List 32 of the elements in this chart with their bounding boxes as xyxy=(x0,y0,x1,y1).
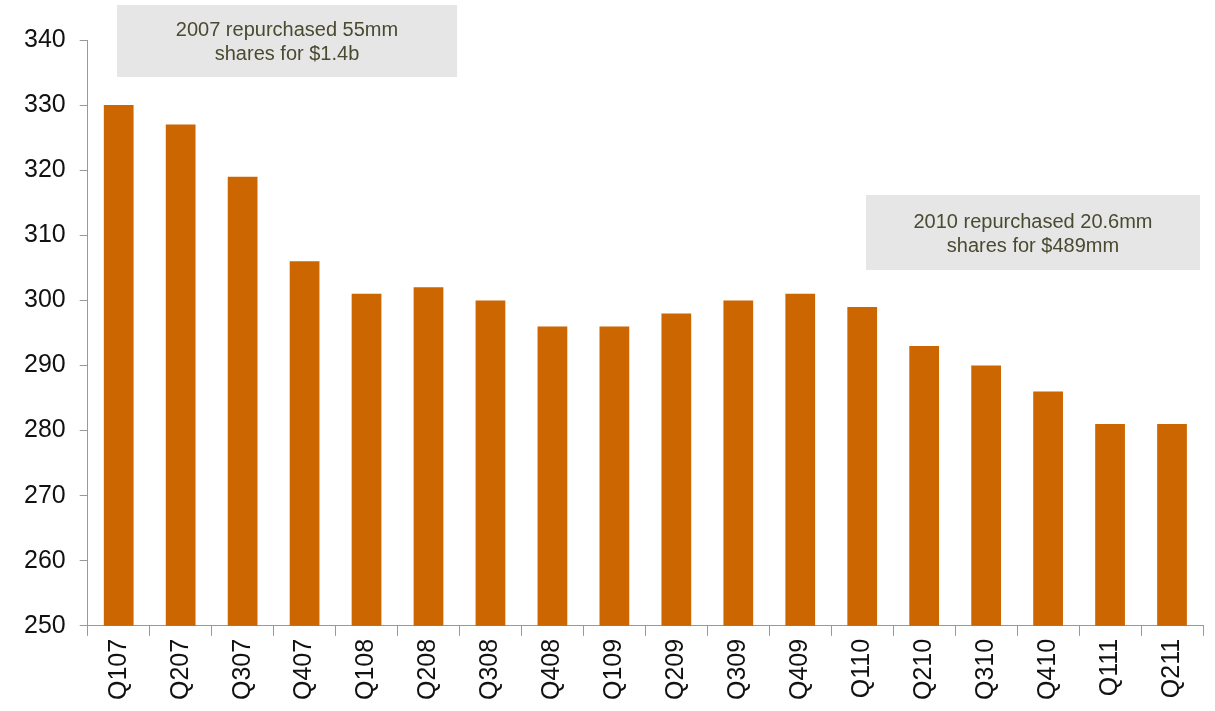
annotation: 2007 repurchased 55mm shares for $1.4b xyxy=(174,17,400,65)
x-tick-label: Q207 xyxy=(164,638,193,701)
x-tick-label: Q308 xyxy=(474,638,503,701)
y-tick-label: 280 xyxy=(23,414,66,443)
x-tick-label: Q110 xyxy=(846,638,875,699)
y-tick-label: 270 xyxy=(23,479,66,508)
y-tick-label: 300 xyxy=(23,284,66,313)
y-tick-label: 260 xyxy=(23,544,66,573)
x-tick-label: Q310 xyxy=(970,638,999,701)
x-tick-label: Q410 xyxy=(1031,638,1060,701)
x-tick-label: Q211 xyxy=(1155,638,1184,699)
y-tick-label: 320 xyxy=(23,154,66,183)
x-tick-label: Q108 xyxy=(350,638,379,701)
x-tick-label: Q408 xyxy=(536,638,565,701)
y-tick-label: 340 xyxy=(23,23,66,52)
x-tick-label: Q208 xyxy=(412,638,441,701)
y-tick-label: 290 xyxy=(23,349,66,378)
annotation: 2010 repurchased 20.6mm shares for $489mm xyxy=(912,208,1154,257)
y-tick-label: 250 xyxy=(23,609,66,638)
x-tick-label: Q409 xyxy=(784,638,813,701)
y-tick-label: 310 xyxy=(23,219,66,248)
x-tick-label: Q307 xyxy=(226,638,255,701)
x-tick-label: Q209 xyxy=(660,638,689,701)
callout-box: 2010 repurchased 20.6mm shares for $489mm xyxy=(866,195,1200,270)
callout-box: 2007 repurchased 55mm shares for $1.4b xyxy=(117,5,457,77)
x-tick-label: Q107 xyxy=(102,638,131,701)
x-tick-label: Q309 xyxy=(722,638,751,701)
x-tick-label: Q111 xyxy=(1093,638,1122,697)
y-tick-label: 330 xyxy=(23,88,66,117)
x-tick-label: Q407 xyxy=(288,638,317,701)
x-tick-label: Q109 xyxy=(598,638,627,701)
x-tick-label: Q210 xyxy=(908,638,937,701)
